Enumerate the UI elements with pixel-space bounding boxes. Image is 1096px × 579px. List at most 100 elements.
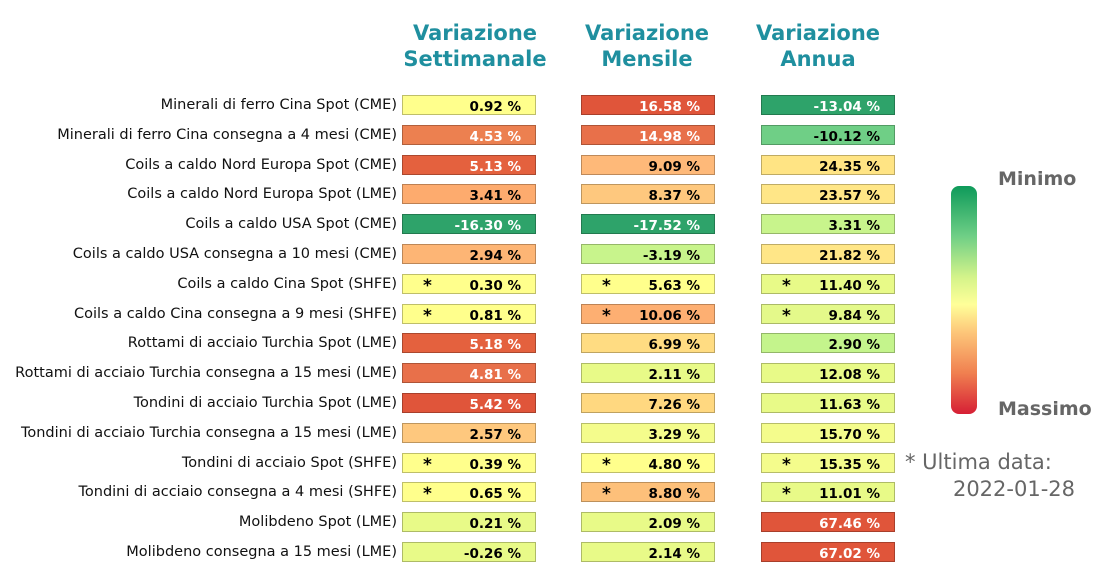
- cell-value: 10.06 %: [639, 307, 700, 324]
- value-cell: 3.41 %: [402, 184, 536, 205]
- value-cell: -16.30 %: [402, 214, 536, 235]
- cell-value: 3.29 %: [648, 426, 700, 443]
- cell-value: 7.26 %: [648, 397, 700, 413]
- row-label: Tondini di acciaio consegna a 4 mesi (SH…: [78, 484, 398, 501]
- cell-value: -17.52 %: [633, 218, 700, 235]
- value-cell: * 0.30 %: [402, 273, 536, 296]
- cell-value: 5.18 %: [469, 337, 521, 354]
- star-marker: *: [423, 454, 432, 475]
- cell-value: 2.94 %: [469, 248, 521, 264]
- cell-value: 8.37 %: [648, 188, 700, 205]
- cell-value: -13.04 %: [813, 99, 880, 115]
- value-cell: 12.08 %: [761, 363, 895, 384]
- value-cell: * 4.80 %: [581, 452, 715, 475]
- column-header: Variazione Settimanale: [403, 21, 547, 71]
- value-cell: -0.26 %: [402, 542, 536, 562]
- row-label: Coils a caldo Cina Spot (SHFE): [177, 275, 397, 292]
- cell-value: 4.53 %: [469, 128, 521, 145]
- star-marker: *: [602, 454, 611, 475]
- cell-value: 4.80 %: [648, 456, 700, 473]
- value-cell: * 0.39 %: [402, 452, 536, 475]
- value-cell: 7.26 %: [581, 393, 715, 413]
- value-cell: 2.90 %: [761, 333, 895, 354]
- value-cell: 11.63 %: [761, 393, 895, 413]
- cell-value: -0.26 %: [463, 546, 521, 562]
- cell-value: 5.63 %: [648, 277, 700, 294]
- cell-value: -16.30 %: [454, 218, 521, 235]
- star-marker: *: [423, 305, 432, 326]
- value-cell: 2.11 %: [581, 363, 715, 384]
- star-marker: *: [782, 275, 791, 296]
- cell-value: 15.70 %: [819, 426, 880, 443]
- cell-value: -3.19 %: [642, 248, 700, 264]
- value-cell: -17.52 %: [581, 214, 715, 235]
- value-cell: -10.12 %: [761, 124, 895, 145]
- cell-value: 67.46 %: [819, 516, 880, 533]
- row-label: Coils a caldo USA Spot (CME): [185, 216, 397, 233]
- cell-value: 5.42 %: [469, 397, 521, 413]
- cell-value: 11.01 %: [819, 486, 880, 503]
- cell-value: 14.98 %: [639, 128, 700, 145]
- value-cell: 3.31 %: [761, 214, 895, 235]
- row-label: Tondini di acciaio Spot (SHFE): [181, 454, 397, 471]
- value-cell: 5.18 %: [402, 333, 536, 354]
- value-cell: * 11.01 %: [761, 482, 895, 505]
- cell-value: 0.30 %: [469, 277, 521, 294]
- value-cell: 2.09 %: [581, 512, 715, 533]
- cell-value: 0.65 %: [469, 486, 521, 503]
- star-marker: *: [602, 275, 611, 296]
- value-cell: 16.58 %: [581, 95, 715, 115]
- value-cell: * 15.35 %: [761, 452, 895, 474]
- value-cell: * 0.65 %: [402, 482, 536, 505]
- value-cell: 23.57 %: [761, 184, 895, 205]
- cell-value: 2.14 %: [648, 546, 700, 562]
- cell-value: 3.31 %: [828, 218, 880, 235]
- cell-value: 11.40 %: [819, 277, 880, 294]
- value-cell: * 5.63 %: [581, 273, 715, 296]
- value-cell: 4.53 %: [402, 124, 536, 145]
- value-cell: 6.99 %: [581, 333, 715, 354]
- last-date-note: * Ultima data:: [905, 450, 1052, 474]
- cell-value: 2.11 %: [648, 367, 700, 384]
- cell-value: 15.35 %: [819, 456, 880, 473]
- value-cell: 2.57 %: [402, 422, 536, 443]
- star-marker: *: [782, 484, 791, 505]
- row-label: Coils a caldo Cina consegna a 9 mesi (SH…: [73, 305, 397, 322]
- row-label: Molibdeno consegna a 15 mesi (LME): [126, 544, 397, 560]
- star-marker: *: [423, 275, 432, 296]
- value-cell: 4.81 %: [402, 363, 536, 384]
- cell-value: 3.41 %: [469, 188, 521, 205]
- value-cell: 24.35 %: [761, 154, 895, 175]
- row-label: Minerali di ferro Cina Spot (CME): [160, 97, 397, 113]
- value-cell: 0.21 %: [402, 512, 536, 533]
- cell-value: 12.08 %: [819, 367, 880, 384]
- value-cell: 67.02 %: [761, 542, 895, 562]
- cell-value: 67.02 %: [819, 546, 880, 562]
- color-scale-legend: [951, 186, 977, 414]
- value-cell: 8.37 %: [581, 184, 715, 205]
- value-cell: 3.29 %: [581, 422, 715, 443]
- cell-value: -10.12 %: [813, 128, 880, 145]
- value-cell: 67.46 %: [761, 512, 895, 533]
- value-cell: 5.13 %: [402, 154, 536, 175]
- cell-value: 9.09 %: [648, 158, 700, 175]
- cell-value: 2.90 %: [828, 337, 880, 354]
- value-cell: -3.19 %: [581, 244, 715, 264]
- value-cell: 0.92 %: [402, 95, 536, 115]
- last-date-value: 2022-01-28: [952, 477, 1075, 501]
- cell-value: 23.57 %: [819, 188, 880, 205]
- cell-value: 2.57 %: [469, 426, 521, 443]
- value-cell: 2.94 %: [402, 244, 536, 264]
- star-marker: *: [423, 484, 432, 505]
- value-cell: * 8.80 %: [581, 482, 715, 505]
- value-cell: 21.82 %: [761, 244, 895, 264]
- cell-value: 24.35 %: [819, 158, 880, 175]
- cell-value: 8.80 %: [648, 486, 700, 503]
- cell-value: 4.81 %: [469, 367, 521, 384]
- row-label: Tondini di acciaio Turchia Spot (LME): [133, 395, 397, 411]
- star-marker: *: [602, 484, 611, 505]
- value-cell: * 11.40 %: [761, 273, 895, 296]
- row-label: Rottami di acciaio Turchia Spot (LME): [127, 335, 397, 352]
- column-header: Variazione Mensile: [584, 21, 710, 71]
- row-label: Coils a caldo USA consegna a 10 mesi (CM…: [72, 246, 397, 262]
